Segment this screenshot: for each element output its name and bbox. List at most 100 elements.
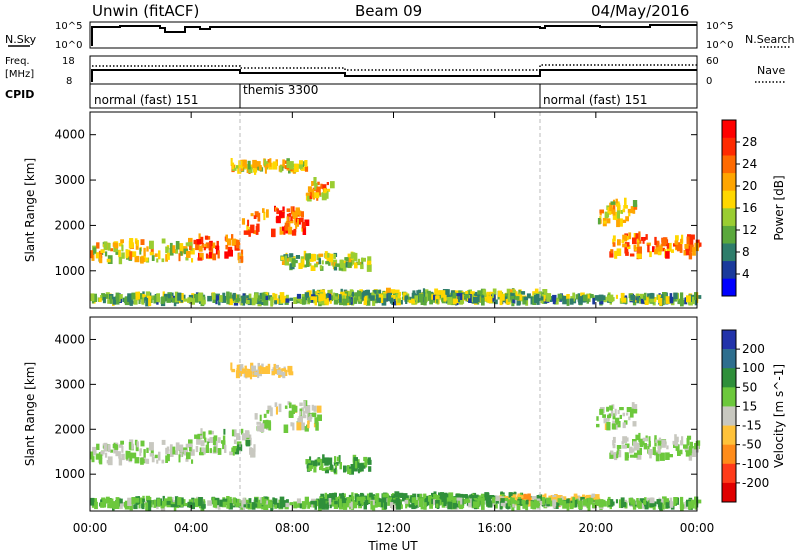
data-cell [302,226,307,235]
data-cell [632,200,638,207]
data-cell [464,494,468,502]
data-cell [414,499,418,506]
data-cell [660,247,665,252]
data-cell [694,298,698,306]
data-cell [636,500,639,508]
data-cell [289,253,294,258]
data-cell [212,292,216,300]
data-cell [200,236,204,244]
data-cell [162,495,165,505]
data-cell [675,445,679,451]
data-cell [151,456,155,463]
data-cell [314,459,317,464]
data-cell [562,299,567,305]
data-cell [286,216,289,221]
data-cell [616,445,622,449]
data-cell [372,297,376,306]
data-cell [423,296,427,306]
data-cell [309,255,314,262]
data-cell [411,298,415,304]
data-cell [265,419,269,429]
data-cell [296,422,302,431]
data-cell [99,254,102,262]
data-cell [293,501,298,509]
data-cell [516,297,521,306]
data-cell [128,240,132,249]
data-cell [229,496,232,506]
data-cell [290,206,294,215]
data-cell [599,212,602,216]
data-cell [251,297,256,306]
data-cell [276,215,281,224]
data-cell [562,503,567,509]
data-cell [165,254,168,262]
data-cell [308,461,313,469]
data-cell [249,370,253,380]
data-cell [680,440,683,445]
data-cell [318,295,323,301]
data-cell [134,497,140,503]
data-cell [572,292,576,302]
data-cell [301,501,306,510]
data-cell [696,295,702,299]
data-cell [411,497,416,506]
data-cell [304,160,308,167]
data-cell [367,256,372,262]
data-cell [625,455,629,458]
data-cell [364,461,367,465]
data-cell [235,165,239,169]
data-cell [530,296,534,305]
data-cell [362,462,368,468]
data-cell [617,409,620,415]
data-cell [361,257,366,262]
power-data [90,158,702,307]
data-cell [624,443,630,449]
nsearch-tick-top: 10^5 [706,21,733,32]
data-cell [314,184,317,190]
data-cell [258,165,262,171]
y-tick-label: 3000 [54,377,85,391]
data-cell [284,405,288,409]
velocity-colorbar-tick-label: 50 [742,380,757,394]
colorbar-block [722,260,736,279]
velocity-data [90,362,702,511]
data-cell [404,295,409,300]
data-cell [621,239,625,243]
data-cell [96,443,100,450]
data-cell [204,235,209,240]
data-cell [165,455,168,463]
data-cell [258,366,263,370]
freq-tick-bottom: 8 [66,76,72,87]
data-cell [651,297,657,302]
data-cell [640,499,646,506]
data-cell [224,251,229,259]
data-cell [170,504,176,508]
data-cell [304,496,309,505]
data-cell [169,242,173,250]
data-cell [244,159,247,169]
data-cell [366,264,372,272]
data-cell [199,452,204,456]
data-cell [185,242,189,246]
data-cell [426,290,431,299]
data-cell [301,407,305,412]
data-cell [404,499,409,504]
data-cell [317,181,320,186]
data-cell [690,234,695,240]
data-cell [125,450,131,459]
data-cell [673,497,678,504]
data-cell [307,192,312,202]
data-cell [626,407,632,413]
data-cell [190,248,195,255]
data-cell [235,294,240,301]
data-cell [368,466,372,472]
data-cell [121,244,124,252]
data-cell [107,299,112,304]
data-cell [615,499,618,504]
data-cell [106,258,111,263]
data-cell [240,256,244,263]
data-cell [290,216,293,221]
data-cell [459,300,464,305]
data-cell [677,242,683,251]
data-cell [468,289,472,297]
